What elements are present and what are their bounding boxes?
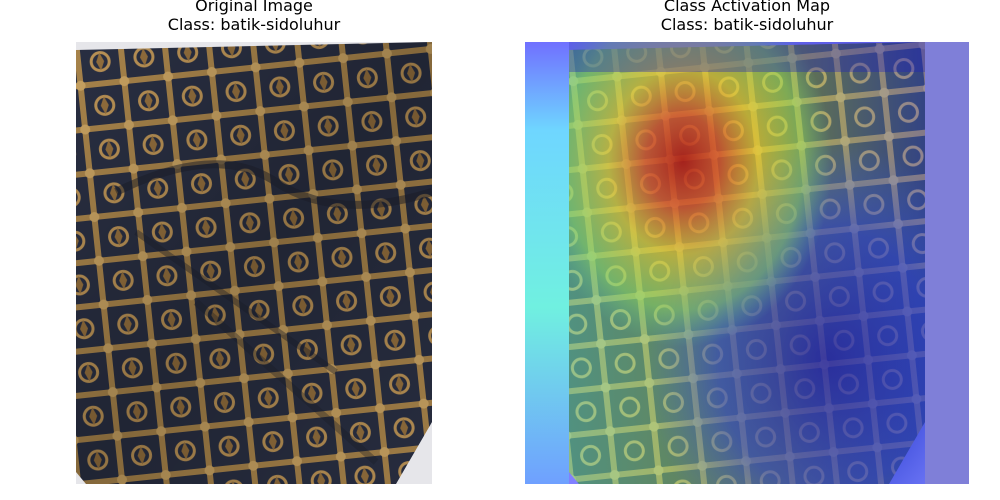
class-activation-map-image — [525, 42, 969, 484]
activation-map-title: Class Activation Map Class: batik-sidolu… — [525, 0, 969, 34]
activation-map-title-line2: Class: batik-sidoluhur — [660, 15, 834, 34]
original-image-title-line1: Original Image — [195, 0, 313, 15]
original-image-title: Original Image Class: batik-sidoluhur — [76, 0, 432, 34]
activation-map-title-line1: Class Activation Map — [663, 0, 831, 15]
original-image-title-line2: Class: batik-sidoluhur — [167, 15, 341, 34]
original-batik-image — [76, 42, 432, 484]
